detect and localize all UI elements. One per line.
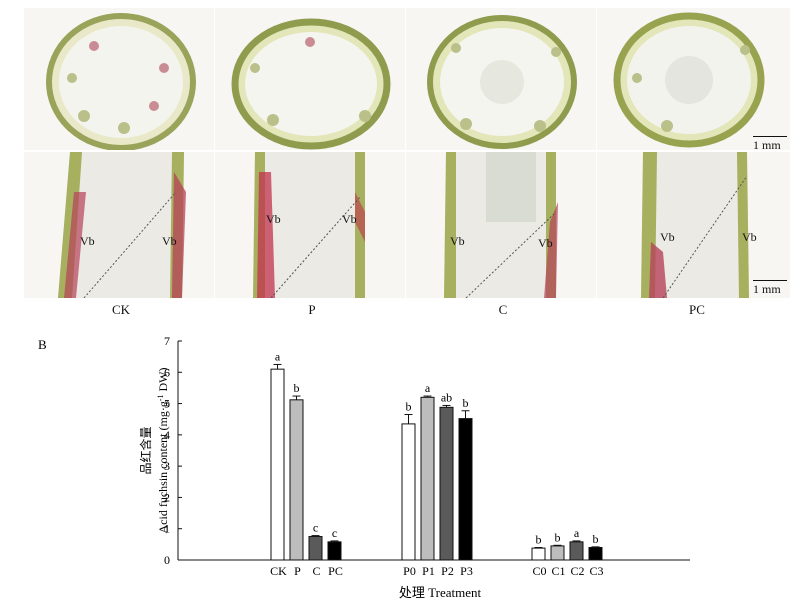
y-tick-label: 0	[164, 553, 170, 567]
bar	[550, 545, 565, 561]
bar	[401, 423, 416, 561]
column-label-c: C	[498, 302, 508, 317]
significance-letter: b	[536, 532, 542, 546]
x-tick-label: P	[294, 564, 301, 578]
y-tick-label: 7	[164, 334, 170, 348]
y-tick-label: 5	[164, 397, 170, 411]
scale-bar-label: 1 mm	[753, 138, 781, 152]
vb-label: Vb	[660, 230, 675, 244]
bar	[458, 418, 473, 561]
longitudinal-section-c	[406, 152, 596, 298]
vb-label: Vb	[342, 212, 357, 226]
significance-letter: a	[574, 526, 580, 540]
vb-label: Vb	[162, 234, 177, 248]
significance-letter: a	[425, 381, 431, 395]
x-tick-label: P3	[460, 564, 473, 578]
vb-label: Vb	[266, 212, 281, 226]
cross-section-p	[215, 8, 405, 150]
vb-label: Vb	[80, 234, 95, 248]
significance-letter: c	[332, 526, 337, 540]
significance-letter: b	[463, 396, 469, 410]
column-label-ck: CK	[111, 302, 131, 317]
cross-section-ck	[24, 8, 214, 150]
x-tick-label: P1	[422, 564, 435, 578]
photo-grid	[24, 8, 790, 298]
x-axis-label: 处理 Treatment	[399, 585, 482, 600]
significance-letter: c	[313, 521, 318, 535]
x-tick-label: P0	[403, 564, 416, 578]
longitudinal-section-p	[215, 152, 405, 298]
bar-chart: B 0 1 2 3 4 5 6 7 品红含量 Acid fuchsin content (mg·g-…	[38, 334, 690, 600]
longitudinal-section-ck	[24, 152, 214, 298]
x-tick-label: CK	[270, 564, 287, 578]
significance-letter: a	[275, 349, 281, 363]
bar	[327, 541, 342, 561]
vb-label: Vb	[538, 236, 553, 250]
cross-section-c	[406, 8, 596, 150]
significance-letter: b	[406, 400, 412, 414]
bar	[289, 399, 304, 561]
x-tick-label: C1	[551, 564, 565, 578]
y-axis-label-en: Acid fuchsin content (mg·g-1 DW)	[156, 368, 171, 534]
y-tick-label: 4	[164, 428, 170, 442]
x-tick-label: P2	[441, 564, 454, 578]
x-tick-label: C3	[589, 564, 603, 578]
bar	[439, 406, 454, 561]
vb-label: Vb	[450, 234, 465, 248]
column-label-pc: PC	[689, 302, 705, 317]
x-tick-label: PC	[328, 564, 343, 578]
scale-bar-top: 1 mm	[753, 136, 787, 153]
significance-letter: b	[294, 381, 300, 395]
bar	[588, 546, 603, 561]
x-tick-label: C2	[570, 564, 584, 578]
significance-letter: b	[555, 530, 561, 544]
bar	[270, 368, 285, 561]
panel-b-label: B	[38, 337, 47, 352]
x-tick-label: C	[312, 564, 320, 578]
significance-letter: ab	[441, 390, 452, 404]
y-tick-label: 1	[164, 522, 170, 536]
bar	[420, 396, 435, 561]
bar	[531, 547, 546, 561]
y-tick-label: 6	[164, 365, 170, 379]
scale-bar-bottom: 1 mm	[753, 280, 787, 297]
bar	[308, 536, 323, 561]
y-tick-label: 3	[164, 459, 170, 473]
x-tick-label: C0	[532, 564, 546, 578]
cross-section-pc	[597, 8, 790, 150]
y-axis-label-cn: 品红含量	[138, 426, 153, 474]
longitudinal-section-pc	[597, 152, 790, 298]
scale-bar-label: 1 mm	[753, 282, 781, 296]
significance-letter: b	[593, 532, 599, 546]
bar	[569, 541, 584, 561]
vb-label: Vb	[742, 230, 757, 244]
column-label-p: P	[308, 302, 316, 317]
y-tick-label: 2	[164, 490, 170, 504]
